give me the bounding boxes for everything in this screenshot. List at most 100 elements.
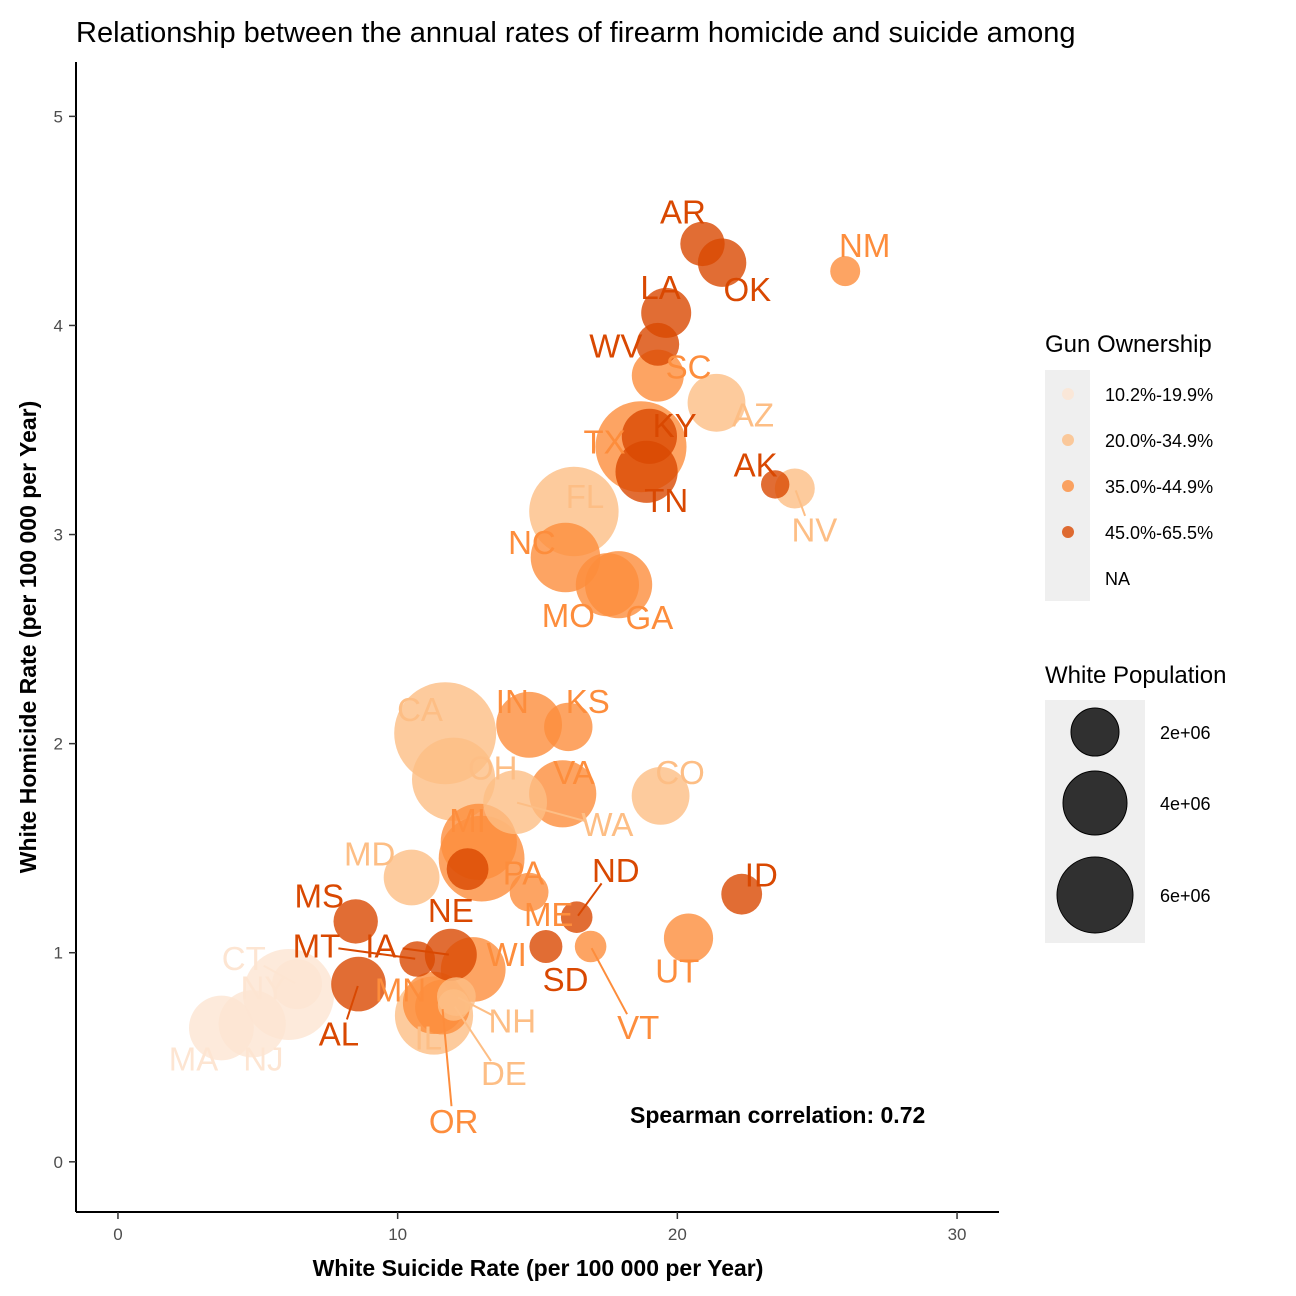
point-mo <box>575 553 640 617</box>
point-ms <box>333 899 378 944</box>
label-wv: WV <box>589 327 642 364</box>
label-al: AL <box>319 1015 359 1052</box>
x-tick-label: 0 <box>113 1225 122 1244</box>
label-wa: WA <box>581 806 633 843</box>
point-ky <box>621 408 678 464</box>
label-nj: NJ <box>243 1040 283 1077</box>
y-tick-label: 2 <box>54 735 63 754</box>
point-md <box>383 849 440 906</box>
white-population-legend-title: White Population <box>1045 662 1226 689</box>
point-wa <box>483 770 547 835</box>
points-layer <box>189 221 861 1061</box>
segment-mt <box>338 947 416 960</box>
legend-swatch-0 <box>1062 388 1074 400</box>
point-sd <box>529 930 563 963</box>
segment-wa <box>516 801 587 823</box>
point-me <box>509 872 549 912</box>
size-swatch-1 <box>1062 770 1128 836</box>
point-az <box>687 373 746 432</box>
legend-swatch-2 <box>1062 480 1074 492</box>
label-id: ID <box>745 856 778 893</box>
white-population-legend: White Population 2e+06 4e+06 6e+06 <box>1045 662 1226 943</box>
y-tick-label: 0 <box>54 1153 63 1172</box>
white-population-legend-items: 2e+06 4e+06 6e+06 <box>1056 707 1211 934</box>
gun-ownership-legend: Gun Ownership 10.2%-19.9% 20.0%-34.9% 35.0… <box>1045 331 1213 601</box>
legend-label-3: 45.0%-65.5% <box>1105 523 1213 543</box>
point-de <box>437 989 470 1021</box>
label-ne: NE <box>428 892 474 929</box>
segment-ia <box>402 947 449 956</box>
label-ny: NY <box>240 969 286 1006</box>
legend-label-1: 20.0%-34.9% <box>1105 431 1213 451</box>
label-ia: IA <box>365 928 396 965</box>
label-in: IN <box>496 683 529 720</box>
label-co: CO <box>655 754 705 791</box>
label-ma: MA <box>169 1040 219 1077</box>
segment-ct <box>263 964 296 985</box>
label-nv: NV <box>791 511 837 548</box>
y-tick-label: 4 <box>54 316 63 335</box>
x-axis-title: White Suicide Rate (per 100 000 per Year… <box>313 1255 764 1281</box>
label-wi: WI <box>487 936 527 973</box>
point-nd <box>560 901 593 933</box>
point-in <box>496 691 562 758</box>
point-ar <box>680 221 725 267</box>
label-mi: MI <box>449 802 486 839</box>
segment-vt <box>590 947 628 1015</box>
label-mo: MO <box>542 597 595 634</box>
x-tick-label: 10 <box>388 1225 407 1244</box>
point-oh <box>412 737 496 821</box>
y-axis-title: White Homicide Rate (per 100 000 per Yea… <box>15 401 41 874</box>
label-pa: PA <box>503 854 545 891</box>
label-il: IL <box>415 1020 443 1057</box>
size-swatch-2 <box>1056 856 1134 934</box>
point-ks <box>544 702 593 752</box>
point-ut <box>663 913 714 963</box>
label-ar: AR <box>660 194 706 231</box>
label-nc: NC <box>508 524 556 561</box>
y-tick-label: 3 <box>54 526 63 545</box>
label-va: VA <box>553 754 595 791</box>
gun-ownership-legend-items: 10.2%-19.9% 20.0%-34.9% 35.0%-44.9% 45.0%-6… <box>1062 385 1213 589</box>
point-al <box>331 956 386 1012</box>
label-me: ME <box>524 896 574 933</box>
label-ky: KY <box>653 407 697 444</box>
label-ks: KS <box>566 683 610 720</box>
label-az: AZ <box>732 396 774 433</box>
y-tick-label: 5 <box>54 107 63 126</box>
label-ga: GA <box>626 599 674 636</box>
label-ct: CT <box>222 940 266 977</box>
point-nm <box>830 256 861 287</box>
label-nh: NH <box>488 1003 536 1040</box>
label-la: LA <box>640 269 680 306</box>
label-mn: MN <box>375 971 426 1008</box>
point-sc <box>631 349 684 402</box>
legend-label-0: 10.2%-19.9% <box>1105 385 1213 405</box>
point-ne <box>446 848 489 890</box>
label-tx: TX <box>584 424 626 461</box>
size-swatch-0 <box>1070 707 1120 757</box>
legend-swatch-1 <box>1062 434 1074 446</box>
segment-nd <box>577 882 603 917</box>
legend-label-2: 35.0%-44.9% <box>1105 477 1213 497</box>
point-wv <box>636 322 680 366</box>
label-ak: AK <box>734 447 778 484</box>
point-co <box>631 767 690 825</box>
chart-title: Relationship between the annual rates of… <box>76 17 1075 49</box>
label-md: MD <box>344 836 395 873</box>
label-tn: TN <box>644 482 688 519</box>
point-ma <box>189 995 254 1061</box>
point-vt <box>574 930 607 963</box>
label-segments-layer <box>263 490 807 1107</box>
label-de: DE <box>481 1055 527 1092</box>
label-ok: OK <box>723 271 771 308</box>
size-label-0: 2e+06 <box>1160 723 1211 743</box>
x-tick-label: 30 <box>948 1225 967 1244</box>
size-label-2: 6e+06 <box>1160 886 1211 906</box>
label-mt: MT <box>293 928 341 965</box>
label-nd: ND <box>592 852 640 889</box>
y-tick-label: 1 <box>54 944 63 963</box>
x-axis-ticks: 0 10 20 30 <box>113 1212 967 1244</box>
label-oh: OH <box>468 750 518 787</box>
